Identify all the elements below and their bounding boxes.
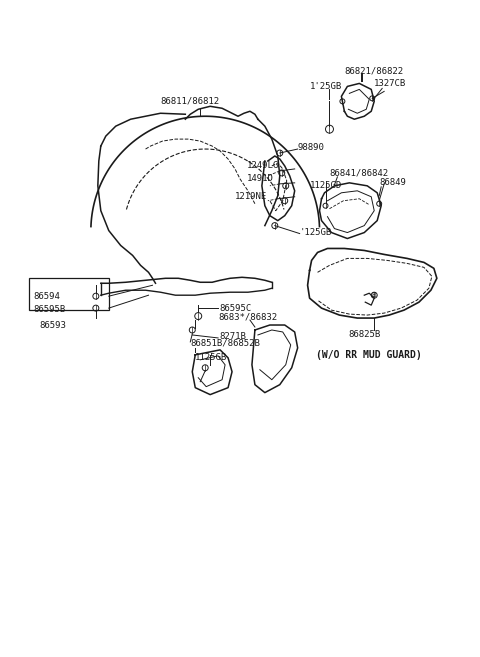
- Text: B: B: [372, 292, 377, 298]
- Text: 1249LG: 1249LG: [247, 162, 279, 170]
- Text: 8683*/86832: 8683*/86832: [218, 313, 277, 321]
- Text: 98890: 98890: [298, 143, 324, 152]
- Text: 86841/86842: 86841/86842: [329, 168, 389, 177]
- Text: 8271B: 8271B: [219, 332, 246, 342]
- Text: 1491D: 1491D: [247, 174, 274, 183]
- Text: 86821/86822: 86821/86822: [344, 67, 404, 76]
- Bar: [29, 279, 109, 310]
- Text: 86849: 86849: [379, 178, 406, 187]
- Text: 86825B: 86825B: [348, 330, 381, 340]
- Text: 86811/86812: 86811/86812: [160, 97, 219, 106]
- Text: 86593: 86593: [39, 321, 66, 330]
- Text: (W/O RR MUD GUARD): (W/O RR MUD GUARD): [316, 350, 422, 360]
- Text: 1125GD: 1125GD: [310, 181, 342, 191]
- Text: 1125GB: 1125GB: [195, 353, 228, 362]
- Text: 86595B: 86595B: [33, 305, 65, 313]
- Text: 1219NE: 1219NE: [235, 193, 267, 201]
- Text: 86851B/86852B: 86851B/86852B: [190, 338, 260, 348]
- Text: 1327CB: 1327CB: [374, 79, 407, 88]
- Text: '125GB: '125GB: [300, 228, 332, 237]
- Text: 1'25GB: 1'25GB: [310, 82, 342, 91]
- Text: 86595C: 86595C: [219, 304, 252, 313]
- Text: 86594: 86594: [33, 292, 60, 301]
